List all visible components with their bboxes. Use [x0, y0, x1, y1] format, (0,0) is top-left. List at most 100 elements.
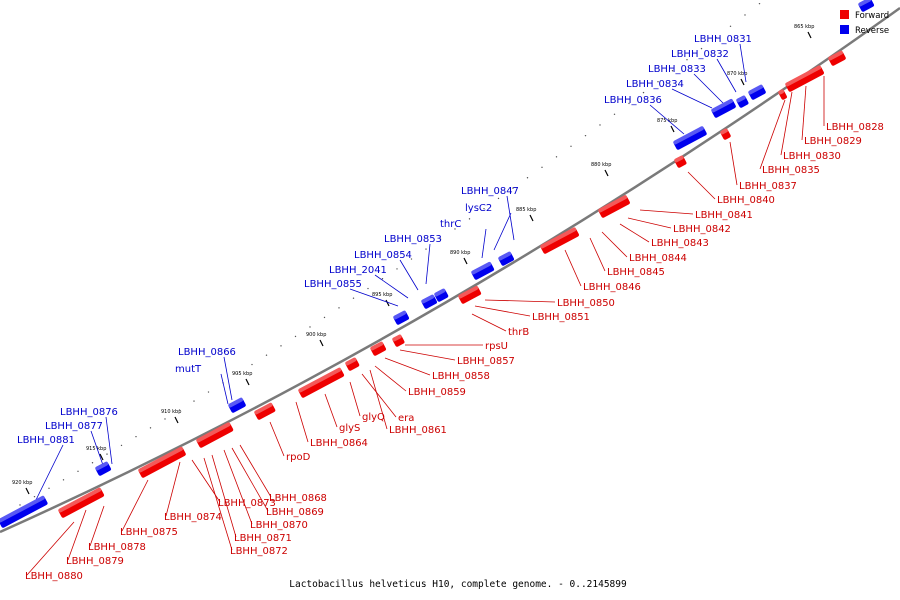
forward-gene-block[interactable] — [828, 50, 847, 66]
forward-gene-block[interactable] — [458, 285, 482, 304]
reverse-gene-label[interactable]: LBHH_0853 — [384, 234, 442, 245]
forward-gene-label[interactable]: LBHH_0857 — [457, 356, 515, 367]
forward-gene-label[interactable]: LBHH_0858 — [432, 371, 490, 382]
reverse-gene-block[interactable] — [228, 397, 247, 413]
forward-gene-label[interactable]: LBHH_0829 — [804, 136, 862, 147]
reverse-gene-block[interactable] — [711, 98, 737, 118]
forward-gene-label[interactable]: LBHH_0870 — [250, 520, 308, 531]
forward-gene-block[interactable] — [370, 341, 387, 356]
forward-gene-label[interactable]: era — [398, 413, 414, 424]
reverse-gene-label[interactable]: LBHH_0877 — [45, 421, 103, 432]
forward-leader-line — [121, 479, 149, 532]
reverse-gene-label[interactable]: LBHH_2041 — [329, 265, 387, 276]
map-caption: Lactobacillus helveticus H10, complete g… — [289, 579, 627, 590]
forward-gene-label[interactable]: LBHH_0845 — [607, 267, 665, 278]
reverse-gene-label[interactable]: thrC — [440, 219, 461, 230]
reverse-gene-label[interactable]: LBHH_0833 — [648, 64, 706, 75]
forward-gene-label[interactable]: LBHH_0846 — [583, 282, 641, 293]
forward-gene-block[interactable] — [785, 65, 825, 93]
forward-gene-block[interactable] — [196, 422, 234, 449]
reverse-gene-label[interactable]: mutT — [175, 364, 202, 375]
forward-gene-block[interactable] — [720, 128, 732, 141]
reverse-gene-block[interactable] — [858, 0, 875, 12]
reverse-leader-line — [739, 43, 747, 83]
forward-gene-block[interactable] — [598, 195, 631, 219]
forward-gene-label[interactable]: LBHH_0872 — [230, 546, 288, 557]
forward-gene-label[interactable]: LBHH_0864 — [310, 438, 368, 449]
forward-gene-label[interactable]: LBHH_0871 — [234, 533, 292, 544]
tick-mark — [670, 125, 675, 133]
forward-gene-label[interactable]: LBHH_0874 — [164, 512, 222, 523]
forward-gene-label[interactable]: LBHH_0868 — [269, 493, 327, 504]
reverse-gene-block[interactable] — [95, 461, 112, 476]
reverse-gene-block[interactable] — [0, 495, 48, 528]
forward-gene-label[interactable]: LBHH_0880 — [25, 571, 83, 582]
reverse-gene-label[interactable]: LBHH_0876 — [60, 407, 118, 418]
forward-gene-block[interactable] — [254, 402, 276, 420]
reverse-gene-label[interactable]: LBHH_0836 — [604, 95, 662, 106]
forward-leader-line — [361, 373, 397, 418]
forward-gene-block[interactable] — [345, 357, 360, 371]
reverse-gene-block[interactable] — [673, 126, 708, 151]
reverse-gene-label[interactable]: LBHH_0831 — [694, 34, 752, 45]
forward-gene-label[interactable]: LBHH_0875 — [120, 527, 178, 538]
ruler-dot — [352, 297, 355, 299]
forward-gene-label[interactable]: LBHH_0830 — [783, 151, 841, 162]
reverse-gene-label[interactable]: LBHH_0847 — [461, 186, 519, 197]
forward-gene-label[interactable]: LBHH_0844 — [629, 253, 687, 264]
forward-gene-label[interactable]: LBHH_0878 — [88, 542, 146, 553]
forward-gene-label[interactable]: LBHH_0851 — [532, 312, 590, 323]
reverse-gene-label[interactable]: LBHH_0854 — [354, 250, 412, 261]
forward-gene-label[interactable]: LBHH_0869 — [266, 507, 324, 518]
forward-gene-label[interactable]: glyQ — [362, 412, 385, 423]
forward-gene-label[interactable]: LBHH_0843 — [651, 238, 709, 249]
reverse-gene-block[interactable] — [498, 251, 515, 266]
forward-gene-label[interactable]: LBHH_0850 — [557, 298, 615, 309]
genome-backbone — [0, 6, 900, 534]
reverse-gene-label[interactable]: LBHH_0866 — [178, 347, 236, 358]
ruler-dot — [584, 134, 587, 137]
ruler-dot — [700, 47, 703, 50]
tick-mark — [25, 487, 30, 495]
reverse-gene-label[interactable]: LBHH_0881 — [17, 435, 75, 446]
reverse-gene-label[interactable]: lysC2 — [465, 203, 492, 214]
forward-gene-label[interactable]: LBHH_0840 — [717, 195, 775, 206]
reverse-gene-block[interactable] — [434, 288, 449, 302]
forward-gene-label[interactable]: rpsU — [485, 341, 508, 352]
forward-gene-label[interactable]: LBHH_0873 — [218, 498, 276, 509]
ruler-dot — [381, 278, 384, 280]
reverse-gene-block[interactable] — [736, 95, 750, 109]
ruler-dot — [570, 145, 572, 147]
ruler-dot — [425, 248, 427, 250]
forward-gene-block[interactable] — [392, 334, 406, 348]
reverse-gene-block[interactable] — [748, 84, 767, 100]
forward-gene-label[interactable]: LBHH_0841 — [695, 210, 753, 221]
forward-gene-label[interactable]: LBHH_0837 — [739, 181, 797, 192]
forward-gene-label[interactable]: LBHH_0879 — [66, 556, 124, 567]
forward-gene-block[interactable] — [540, 227, 580, 255]
forward-gene-block[interactable] — [298, 367, 345, 398]
reverse-gene-block[interactable] — [471, 261, 495, 280]
forward-gene-label[interactable]: rpoD — [286, 452, 311, 463]
forward-gene-block[interactable] — [138, 446, 187, 478]
forward-gene-block[interactable] — [674, 155, 688, 169]
forward-gene-block[interactable] — [58, 487, 105, 518]
ruler-dot — [715, 36, 717, 39]
reverse-gene-block[interactable] — [393, 310, 410, 325]
forward-gene-label[interactable]: LBHH_0861 — [389, 425, 447, 436]
reverse-leader-line — [105, 416, 113, 465]
reverse-gene-label[interactable]: LBHH_0855 — [304, 279, 362, 290]
forward-gene-label[interactable]: thrB — [508, 327, 529, 338]
reverse-gene-block[interactable] — [421, 294, 438, 309]
forward-gene-block[interactable] — [778, 89, 788, 101]
reverse-gene-label[interactable]: LBHH_0832 — [671, 49, 729, 60]
reverse-gene-label[interactable]: LBHH_0834 — [626, 79, 684, 90]
ruler-dot — [265, 354, 268, 356]
ruler-dot — [512, 187, 514, 189]
forward-gene-label[interactable]: LBHH_0835 — [762, 165, 820, 176]
forward-gene-label[interactable]: glyS — [339, 423, 360, 434]
forward-gene-label[interactable]: LBHH_0842 — [673, 224, 731, 235]
forward-gene-label[interactable]: LBHH_0828 — [826, 122, 884, 133]
forward-gene-label[interactable]: LBHH_0859 — [408, 387, 466, 398]
forward-leader-line — [67, 509, 87, 561]
